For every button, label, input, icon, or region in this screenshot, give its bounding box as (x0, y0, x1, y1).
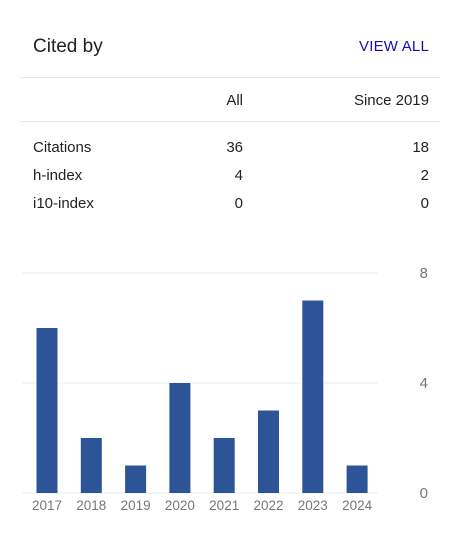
bar-2022[interactable] (258, 410, 279, 494)
y-tick-label: 4 (420, 375, 428, 392)
x-tick-label: 2020 (165, 498, 195, 513)
x-tick-label: 2024 (342, 498, 373, 513)
i10-index-all-value: 0 (234, 195, 243, 212)
divider (20, 121, 440, 122)
section-title: Cited by (33, 36, 103, 57)
row-label-i10-index: i10-index (33, 195, 94, 212)
citations-all-value: 36 (226, 139, 243, 156)
citations-since-value: 18 (412, 139, 429, 156)
cited-by-header: Cited by VIEW ALL (33, 36, 429, 60)
citations-bar-chart: 0 4 8 2017 2018 2019 2020 2021 2022 2023 2024 (22, 265, 428, 513)
x-tick-label: 2018 (76, 498, 106, 513)
bar-2019[interactable] (125, 465, 147, 494)
h-index-all-value: 4 (234, 167, 243, 184)
view-all-link[interactable]: VIEW ALL (359, 38, 429, 55)
row-label-citations: Citations (33, 139, 92, 156)
i10-index-since-value: 0 (420, 195, 429, 212)
column-header-since: Since 2019 (353, 92, 429, 109)
x-tick-label: 2022 (253, 498, 283, 513)
x-tick-label: 2019 (121, 498, 151, 513)
column-header-all: All (226, 92, 243, 109)
bar-2023[interactable] (302, 300, 324, 494)
bar-2024[interactable] (346, 465, 368, 494)
h-index-since-value: 2 (420, 167, 429, 184)
x-tick-label: 2021 (209, 498, 239, 513)
bar-2020[interactable] (169, 383, 191, 493)
y-tick-label: 0 (420, 485, 428, 502)
row-label-h-index: h-index (33, 167, 83, 184)
bar-2018[interactable] (80, 438, 102, 493)
bar-2017[interactable] (36, 328, 58, 493)
divider (20, 77, 440, 78)
bar-2021[interactable] (213, 438, 235, 493)
y-tick-label: 8 (420, 265, 428, 282)
x-tick-label: 2017 (32, 498, 62, 513)
x-tick-label: 2023 (298, 498, 328, 513)
